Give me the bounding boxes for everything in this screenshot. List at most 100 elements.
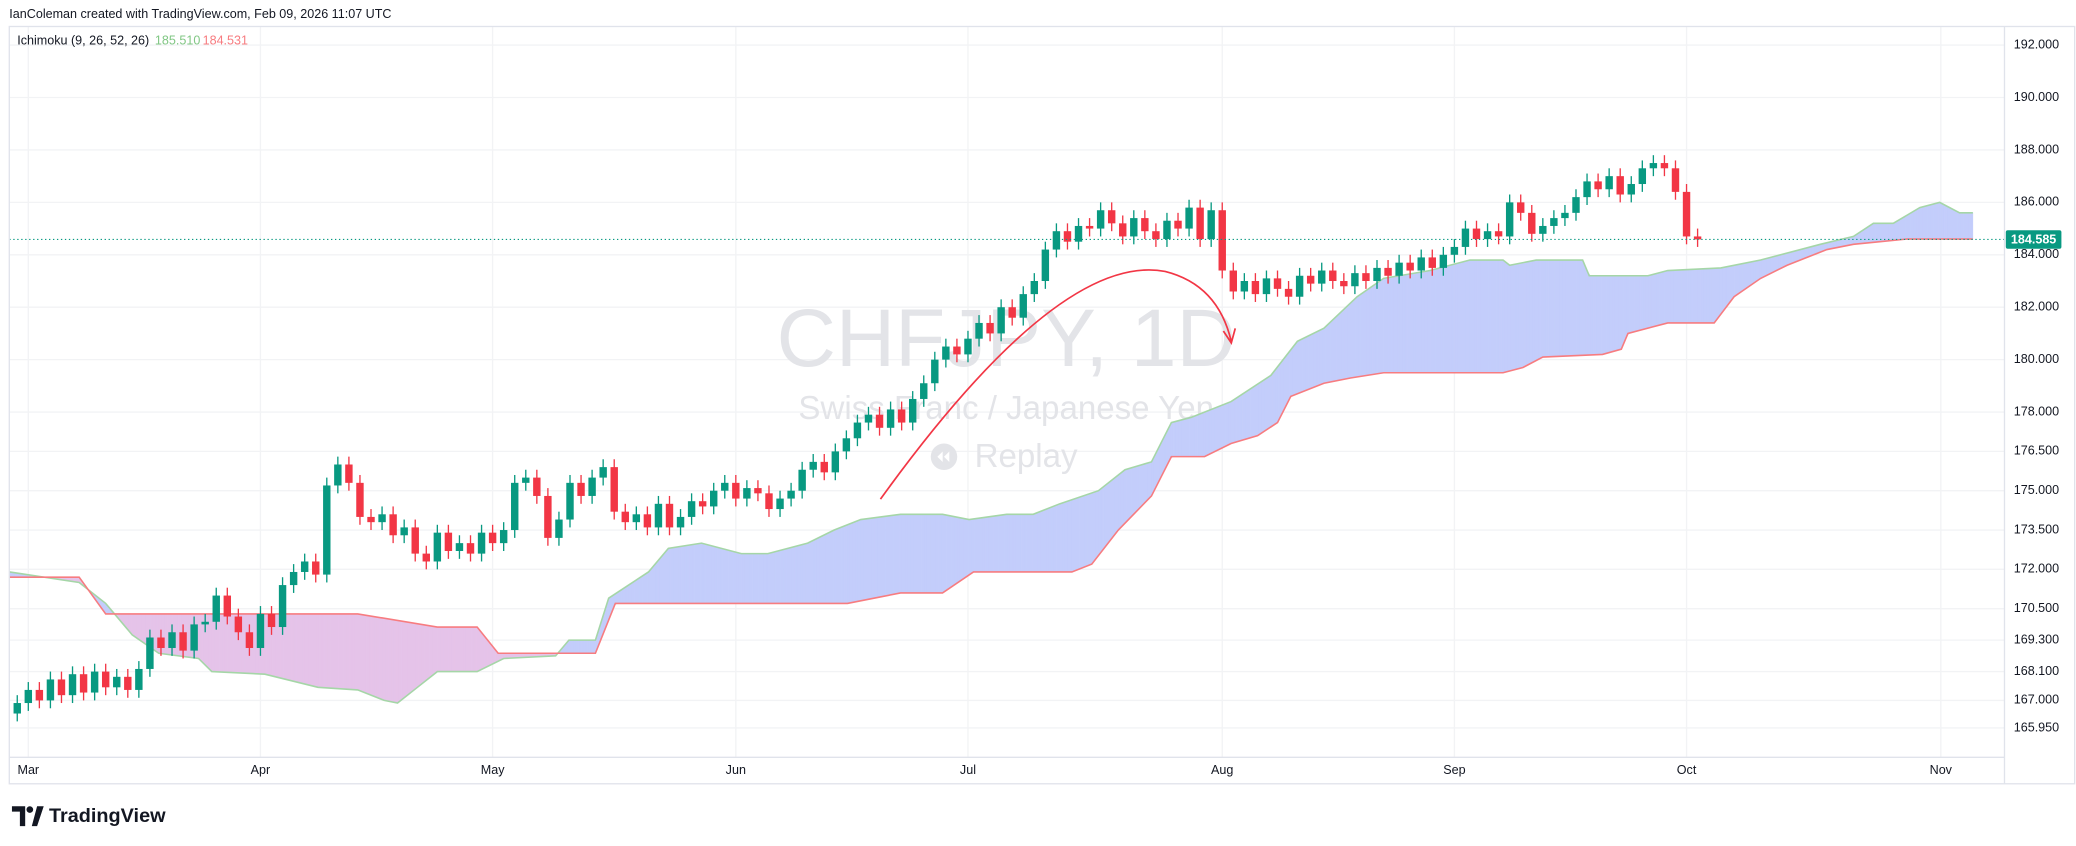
cloud-fill (1117, 472, 1121, 532)
cloud-fill (1498, 259, 1503, 374)
cloud-fill (857, 519, 862, 602)
candle-body (908, 398, 917, 423)
candle-body (1616, 176, 1624, 195)
cloud-fill (1147, 461, 1152, 501)
cloud-fill (1639, 275, 1644, 331)
cloud-fill (1247, 388, 1251, 439)
cloud-fill (1446, 265, 1450, 374)
cloud-fill (1404, 273, 1409, 374)
cloud-fill (1711, 267, 1715, 324)
candle-body (853, 422, 862, 439)
cloud-fill (882, 515, 886, 597)
cloud-fill (1192, 415, 1196, 457)
cloud-fill (1034, 512, 1038, 573)
cloud-fill (1728, 265, 1732, 305)
cloud-fill (669, 547, 674, 604)
cloud-fill (338, 613, 342, 690)
cloud-fill (586, 639, 591, 654)
cloud-fill (1692, 268, 1696, 324)
cloud-fill (1186, 417, 1190, 457)
cloud-fill (1277, 361, 1282, 422)
candle-body (544, 495, 552, 538)
cloud-fill (1183, 418, 1188, 457)
cloud-fill (935, 514, 939, 594)
cloud-fill (1504, 260, 1508, 373)
x-tick-label: Apr (251, 763, 271, 777)
cloud-fill (1907, 212, 1912, 240)
candle-body (1063, 231, 1072, 242)
cloud-fill (1706, 268, 1710, 324)
y-tick-label: 170.500 (2014, 601, 2059, 615)
cloud-fill (412, 622, 417, 692)
candle-body (1682, 191, 1691, 237)
candle-body (975, 322, 983, 339)
cloud-fill (481, 632, 486, 670)
candle-body (334, 464, 342, 486)
cloud-fill (1592, 275, 1597, 356)
cloud-fill (733, 551, 737, 604)
cloud-fill (307, 613, 312, 686)
cloud-fill (625, 584, 629, 604)
cloud-fill (1507, 263, 1511, 372)
candle-body (24, 689, 33, 704)
y-tick-label: 175.000 (2014, 483, 2059, 497)
cloud-fill (843, 524, 848, 604)
cloud-fill (1468, 259, 1472, 374)
cloud-fill (749, 553, 754, 604)
cloud-fill (437, 626, 441, 672)
cloud-fill (1697, 268, 1702, 324)
indicator-legend: Ichimoku (9, 26, 52, 26) 185.510 184.531 (17, 33, 248, 47)
cloud-fill (890, 514, 895, 596)
cloud-fill (1612, 275, 1616, 352)
cloud-fill (1125, 468, 1130, 523)
candle-body (886, 409, 895, 428)
cloud-fill (1496, 259, 1500, 374)
cloud-fill (1252, 384, 1257, 438)
cloud-fill (888, 515, 892, 596)
cloud-fill (1733, 264, 1738, 298)
cloud-fill (1263, 377, 1268, 432)
cloud-fill (805, 542, 809, 604)
cloud-fill (650, 565, 654, 604)
cloud-fill (832, 528, 837, 604)
candle-body (1185, 207, 1193, 229)
cloud-fill (1291, 344, 1295, 397)
cloud-fill (1515, 263, 1519, 370)
y-tick-label: 167.000 (2014, 693, 2059, 707)
y-tick-label: 176.500 (2014, 444, 2059, 458)
x-tick-label: Sep (1443, 763, 1465, 777)
candle-body (566, 482, 574, 520)
cloud-fill (398, 620, 403, 703)
cloud-fill (1095, 490, 1099, 560)
cloud-fill (318, 613, 323, 688)
cloud-fill (965, 518, 969, 578)
cloud-fill (1067, 499, 1072, 573)
candle-body (1240, 281, 1249, 292)
cloud-fill (667, 547, 671, 604)
cloud-fill (802, 543, 806, 604)
cloud-fill (871, 517, 875, 599)
cloud-fill (310, 613, 314, 687)
cloud-fill (1081, 495, 1085, 569)
cloud-fill (423, 624, 428, 683)
cloud-fill (432, 625, 436, 677)
cloud-fill (1526, 261, 1530, 366)
cloud-fill (924, 514, 928, 594)
cloud-fill (263, 613, 267, 675)
cloud-fill (304, 613, 309, 686)
candle-body (621, 511, 629, 523)
candle-body (1107, 210, 1116, 224)
candle-body (1251, 281, 1260, 295)
y-tick-label: 182.000 (2014, 300, 2059, 314)
cloud-fill (1004, 514, 1008, 573)
cloud-fill (1175, 420, 1179, 457)
cloud-fill (1225, 402, 1229, 447)
cloud-fill (349, 613, 353, 690)
cloud-fill (1391, 276, 1395, 374)
cloud-fill (152, 613, 157, 652)
candle-body (68, 674, 77, 696)
candle-body (356, 482, 364, 517)
cloud-fill (1960, 212, 1964, 240)
cloud-fill (774, 550, 779, 604)
cloud-fill (1954, 210, 1959, 240)
